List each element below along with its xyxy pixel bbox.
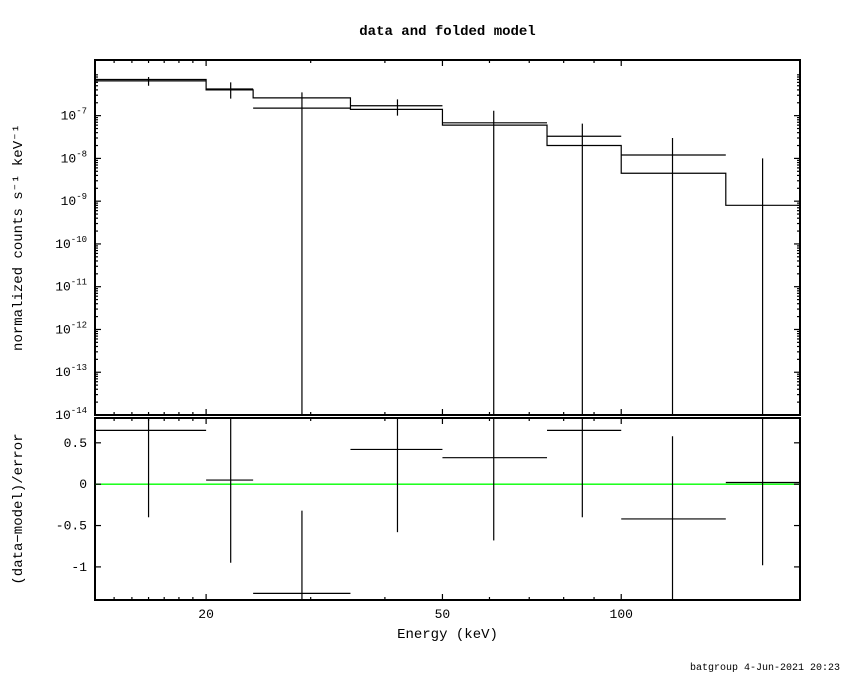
- xtick-label: 100: [610, 607, 633, 622]
- ytick-top: 10-8: [61, 149, 87, 166]
- bottom-panel-frame: [95, 418, 800, 600]
- chart-svg: data and folded model 10-14 10-13 10-12 10-1…: [0, 0, 850, 680]
- xtick-label: 20: [198, 607, 214, 622]
- ytick-bottom: 0: [79, 477, 87, 492]
- top-panel-frame: [95, 60, 800, 415]
- ytick-bottom: 0.5: [64, 436, 87, 451]
- ytick-bottom: -1: [71, 560, 87, 575]
- chart-root: data and folded model 10-14 10-13 10-12 10-1…: [0, 0, 850, 680]
- xtick-label: 50: [435, 607, 451, 622]
- ytick-top: 10-10: [55, 235, 87, 252]
- chart-title: data and folded model: [359, 24, 535, 40]
- ylabel-top: normalized counts s⁻¹ keV⁻¹: [11, 124, 27, 351]
- footer-text: batgroup 4-Jun-2021 20:23: [690, 662, 840, 674]
- ylabel-bottom: (data−model)/error: [11, 433, 27, 584]
- model-step-line: [95, 79, 800, 205]
- ytick-top: 10-11: [55, 278, 87, 295]
- ytick-top: 10-9: [61, 192, 87, 209]
- ytick-top: 10-7: [61, 107, 87, 124]
- xlabel: Energy (keV): [397, 627, 498, 643]
- ytick-top: 10-13: [55, 363, 87, 380]
- ytick-top: 10-12: [55, 320, 87, 337]
- ytick-bottom: -0.5: [56, 519, 87, 534]
- ytick-top: 10-14: [55, 406, 87, 423]
